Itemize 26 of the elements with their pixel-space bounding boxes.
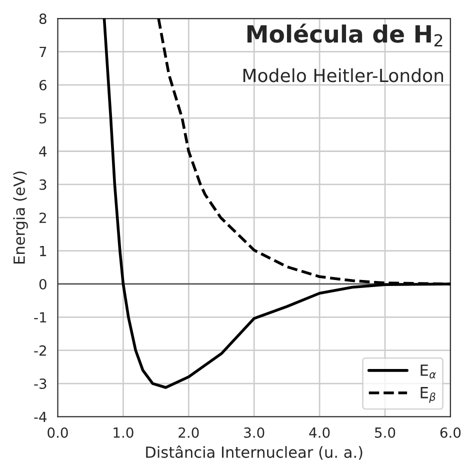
- x-tick-label: 2.0: [178, 427, 199, 438]
- x-tick-label: 4.0: [309, 427, 330, 438]
- y-tick-label: -3: [34, 378, 46, 389]
- y-tick-label: -4: [34, 412, 47, 422]
- legend-label: E$_{β}$: [420, 387, 436, 403]
- x-tick-label: 0.0: [48, 427, 68, 438]
- legend-label: E$_{α}$: [420, 364, 436, 378]
- text: Modelo Heitler-London: [243, 68, 444, 82]
- x-tick-label: 3.0: [244, 427, 264, 438]
- y-tick-label: 2: [40, 212, 46, 223]
- y-tick-label: 1: [40, 246, 46, 256]
- y-tick-label: 6: [39, 80, 46, 90]
- y-tick-label: 3: [40, 179, 46, 190]
- y-tick-label: 0: [39, 278, 46, 290]
- x-axis-title: Distância Internuclear (u. a.): [146, 446, 362, 460]
- y-tick-label: 7: [40, 46, 46, 57]
- y-tick-label: 4: [39, 146, 47, 157]
- x-tick-label: 5.0: [375, 427, 396, 438]
- y-axis-title: Energia (eV): [13, 172, 28, 264]
- y-tick-label: 5: [40, 113, 46, 124]
- x-tick-label: 1.0: [114, 427, 134, 438]
- chart-title: Molécula de H$_{2}$: [247, 24, 442, 46]
- y-tick-label: -1: [34, 312, 46, 322]
- x-tick-label: 6.0: [440, 427, 461, 438]
- y-tick-label: 8: [39, 13, 46, 24]
- y-tick-label: -2: [34, 345, 46, 356]
